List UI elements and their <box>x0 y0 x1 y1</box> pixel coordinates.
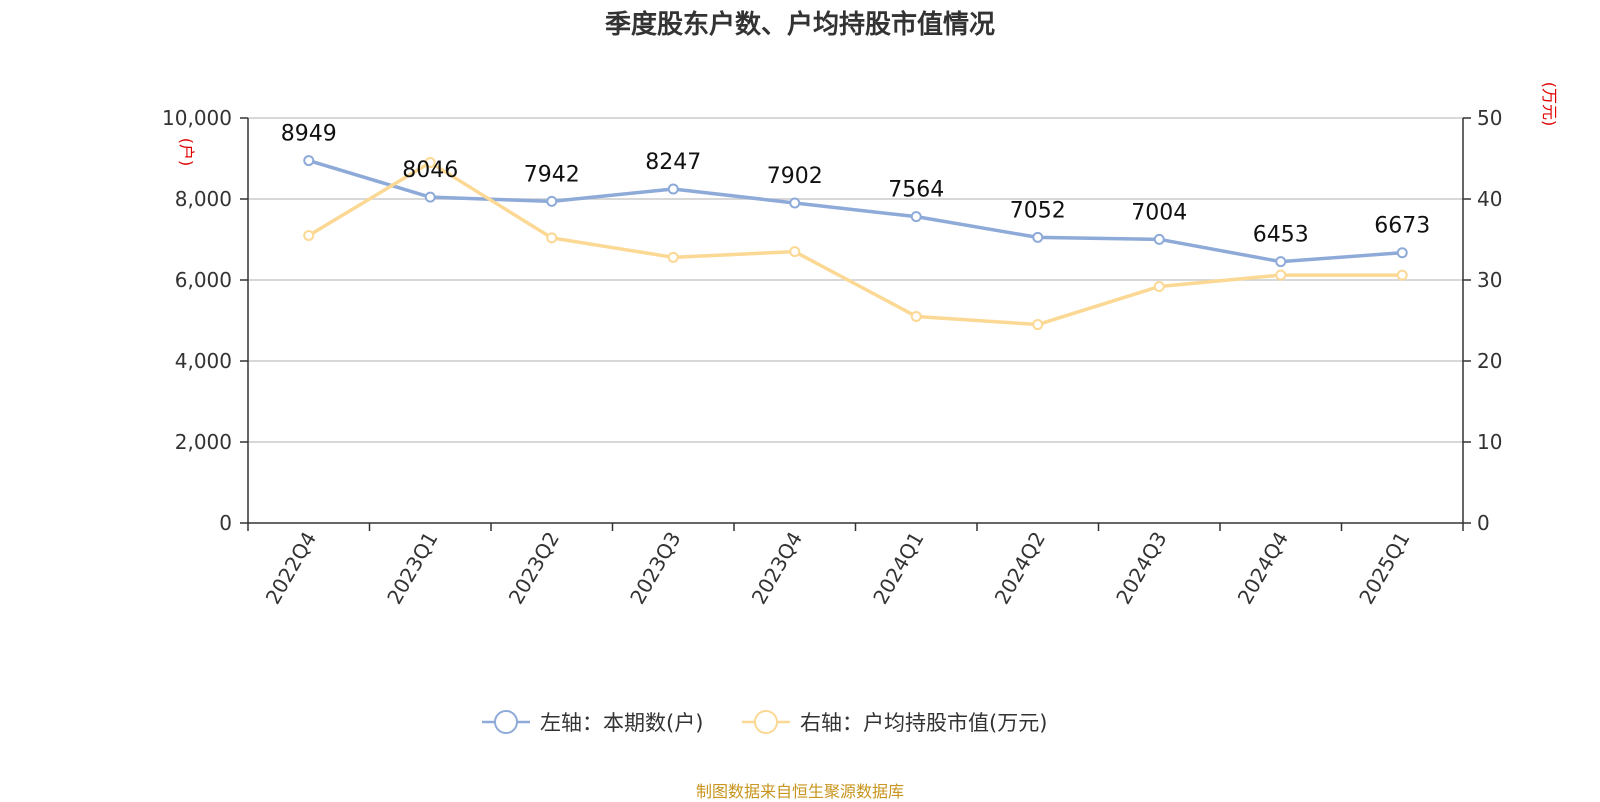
x-tick-label: 2024Q3 <box>1111 528 1171 609</box>
data-label: 8949 <box>281 122 337 147</box>
legend-label: 左轴：本期数(户) <box>540 711 703 735</box>
data-label: 7564 <box>888 178 944 203</box>
x-tick-label: 2023Q3 <box>625 528 685 609</box>
legend-item[interactable]: 右轴：户均持股市值(万元) <box>742 710 1047 735</box>
legend-item[interactable]: 左轴：本期数(户) <box>482 710 703 735</box>
right-tick-label: 10 <box>1477 430 1502 454</box>
data-point <box>546 195 558 207</box>
data-point <box>789 246 801 258</box>
right-axis-unit: (万元) <box>1540 82 1559 127</box>
right-axis-ticks: 0 10 20 30 40 50 <box>1463 106 1502 535</box>
data-labels: 8949 8046 7942 8247 7902 7564 7052 7004 6453 6673 <box>281 122 1431 248</box>
data-point <box>910 310 922 322</box>
right-tick-label: 40 <box>1477 187 1502 211</box>
right-tick-label: 50 <box>1477 106 1502 130</box>
right-tick-label: 30 <box>1477 268 1502 292</box>
left-tick-label: 6,000 <box>175 268 232 292</box>
data-label: 8046 <box>402 158 458 183</box>
data-point <box>667 251 679 263</box>
data-point <box>1396 247 1408 259</box>
right-tick-label: 20 <box>1477 349 1502 373</box>
data-point <box>1396 269 1408 281</box>
legend-marker <box>754 710 778 734</box>
left-tick-label: 10,000 <box>162 106 232 130</box>
data-label: 7902 <box>767 164 823 189</box>
data-label: 7004 <box>1131 200 1187 225</box>
series-line <box>308 158 1403 264</box>
x-tick-label: 2023Q2 <box>504 528 564 609</box>
data-point <box>910 211 922 223</box>
left-tick-label: 4,000 <box>175 349 232 373</box>
x-tick-label: 2024Q1 <box>868 528 928 609</box>
data-label: 8247 <box>645 150 701 175</box>
series-line <box>307 160 1403 327</box>
series-layer <box>303 155 1408 331</box>
data-point <box>1032 319 1044 331</box>
data-point <box>303 229 315 241</box>
legend[interactable]: 左轴：本期数(户) 右轴：户均持股市值(万元) <box>482 710 1047 735</box>
x-tick-label: 2025Q1 <box>1354 528 1414 609</box>
right-tick-label: 0 <box>1477 511 1490 535</box>
left-axis-ticks: 0 2,000 4,000 6,000 8,000 10,000 <box>162 106 248 535</box>
data-source-note: 制图数据来自恒生聚源数据库 <box>695 782 904 801</box>
left-tick-label: 8,000 <box>175 187 232 211</box>
data-point <box>1153 280 1165 292</box>
data-point <box>424 191 436 203</box>
data-point <box>1153 233 1165 245</box>
data-label: 7052 <box>1010 198 1066 223</box>
left-tick-label: 2,000 <box>175 430 232 454</box>
data-point <box>303 155 315 167</box>
data-label: 6453 <box>1253 223 1309 248</box>
data-point <box>1275 269 1287 281</box>
left-axis-unit: (户) <box>177 138 196 167</box>
data-label: 6673 <box>1374 214 1430 239</box>
x-tick-label: 2022Q4 <box>261 528 321 609</box>
chart-title: 季度股东户数、户均持股市值情况 <box>604 10 995 40</box>
legend-marker <box>494 710 518 734</box>
x-tick-label: 2023Q4 <box>747 528 807 609</box>
data-point <box>1275 256 1287 268</box>
legend-label: 右轴：户均持股市值(万元) <box>800 711 1047 735</box>
data-point <box>546 232 558 244</box>
data-point <box>424 157 436 169</box>
x-axis-ticks: 2022Q4 2023Q1 2023Q2 2023Q3 2023Q4 2024Q1 2024… <box>247 523 1464 609</box>
x-tick-label: 2024Q4 <box>1233 528 1293 609</box>
left-tick-label: 0 <box>219 511 232 535</box>
data-point <box>667 183 679 195</box>
x-tick-label: 2023Q1 <box>382 528 442 609</box>
data-point <box>789 197 801 209</box>
data-point <box>1032 231 1044 243</box>
data-label: 7942 <box>524 162 580 187</box>
x-tick-label: 2024Q2 <box>990 528 1050 609</box>
